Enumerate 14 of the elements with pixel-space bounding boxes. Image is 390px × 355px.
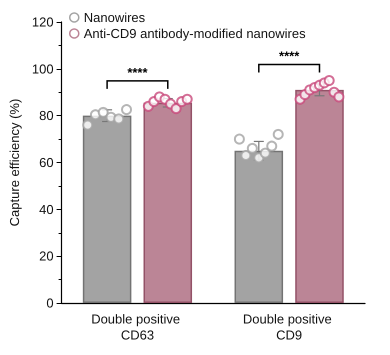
annotation: ****	[127, 64, 148, 80]
annotation: ****	[279, 48, 300, 64]
y-tick-label: 120	[32, 14, 54, 30]
x-tick-label: Double positive CD63	[91, 312, 184, 342]
x-tick-label: Double positive CD9	[242, 312, 336, 342]
y-tick-label: 60	[39, 155, 54, 170]
y-tick-label: 100	[32, 61, 54, 76]
y-tick-label: 80	[39, 108, 54, 124]
legend-label: Nanowires	[84, 10, 146, 25]
y-tick-label: 40	[39, 202, 54, 217]
y-tick-label: 0	[46, 296, 54, 310]
y-tick-label: 20	[39, 248, 54, 264]
y-axis-title: Capture efficiency (%)	[7, 98, 22, 226]
legend-label: Anti-CD9 antibody-modified nanowires	[84, 26, 306, 41]
